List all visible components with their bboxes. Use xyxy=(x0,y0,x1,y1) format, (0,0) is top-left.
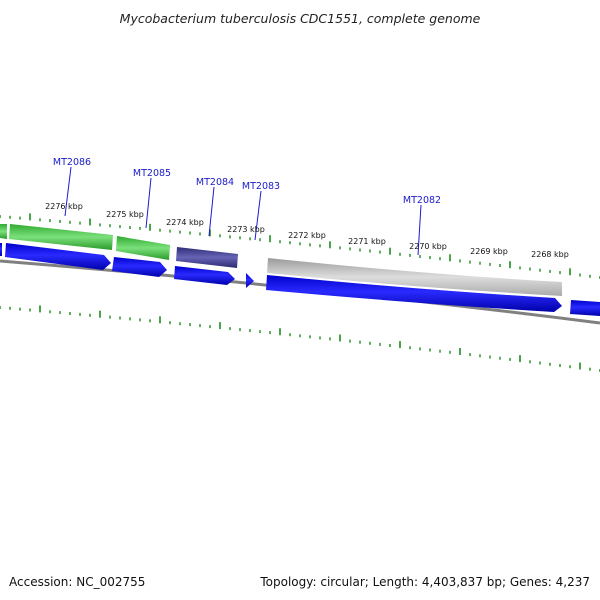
gene-arrow xyxy=(570,300,600,316)
gene-arrow xyxy=(5,243,111,270)
outer-tick-ring xyxy=(0,213,600,279)
gene-label-leader xyxy=(417,204,422,256)
genome-summary-text: Topology: circular; Length: 4,403,837 bp… xyxy=(259,575,590,589)
gene-arrow xyxy=(246,273,254,288)
inner-tick-ring xyxy=(0,305,600,372)
kbp-label: 2276 kbp xyxy=(45,202,83,211)
kbp-label: 2273 kbp xyxy=(227,225,265,234)
gene-label: MT2086 xyxy=(53,157,91,168)
accession-text: Accession: NC_002755 xyxy=(9,575,145,589)
gene-label-leader xyxy=(145,177,152,229)
kbp-label: 2271 kbp xyxy=(348,237,386,246)
cds-feature-green xyxy=(9,224,113,250)
kbp-label: 2269 kbp xyxy=(470,247,508,256)
cds-feature-purple xyxy=(176,247,238,268)
gene-label: MT2084 xyxy=(196,177,234,188)
gene-label: MT2085 xyxy=(133,168,171,179)
gene-label-leader xyxy=(208,186,215,237)
cds-feature-green xyxy=(0,224,7,239)
kbp-label: 2272 kbp xyxy=(288,231,326,240)
cds-feature-gray xyxy=(267,258,562,296)
gene-label-leader xyxy=(254,190,262,241)
cds-feature-green xyxy=(116,236,170,260)
map-title: Mycobacterium tuberculosis CDC1551, comp… xyxy=(120,11,481,26)
gene-label: MT2082 xyxy=(403,195,441,206)
gene-label: MT2083 xyxy=(242,181,280,192)
kbp-label: 2270 kbp xyxy=(409,242,447,251)
gene-arrow xyxy=(266,275,562,312)
kbp-label: 2275 kbp xyxy=(106,210,144,219)
gene-label-leader xyxy=(64,166,72,217)
kbp-label: 2268 kbp xyxy=(531,250,569,259)
kbp-label: 2274 kbp xyxy=(166,218,204,227)
gene-arrow xyxy=(0,243,2,256)
gene-arrow xyxy=(112,257,167,277)
gene-arrow xyxy=(174,266,235,285)
